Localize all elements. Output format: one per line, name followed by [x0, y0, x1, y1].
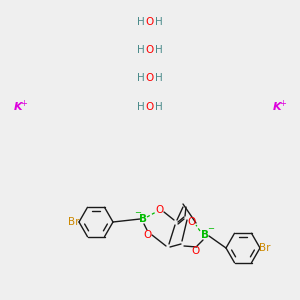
Text: Br: Br — [259, 243, 271, 253]
Text: O: O — [146, 45, 154, 55]
Text: O: O — [146, 17, 154, 27]
Text: O: O — [146, 102, 154, 112]
Text: H: H — [137, 73, 145, 83]
Text: O: O — [156, 205, 164, 215]
Text: −: − — [134, 208, 142, 217]
Text: H: H — [137, 45, 145, 55]
Text: H: H — [155, 45, 163, 55]
Text: O: O — [146, 73, 154, 83]
Text: −: − — [208, 224, 214, 233]
Text: +: + — [21, 98, 27, 107]
Text: +: + — [280, 98, 286, 107]
Text: B: B — [139, 214, 147, 224]
Text: H: H — [155, 102, 163, 112]
Text: O: O — [144, 230, 152, 240]
Text: H: H — [137, 17, 145, 27]
Text: O: O — [188, 217, 196, 227]
Text: H: H — [155, 17, 163, 27]
Text: K: K — [273, 102, 281, 112]
Text: K: K — [14, 102, 22, 112]
Text: O: O — [192, 246, 200, 256]
Text: Br: Br — [68, 217, 80, 227]
Text: B: B — [201, 230, 209, 240]
Text: H: H — [137, 102, 145, 112]
Text: H: H — [155, 73, 163, 83]
